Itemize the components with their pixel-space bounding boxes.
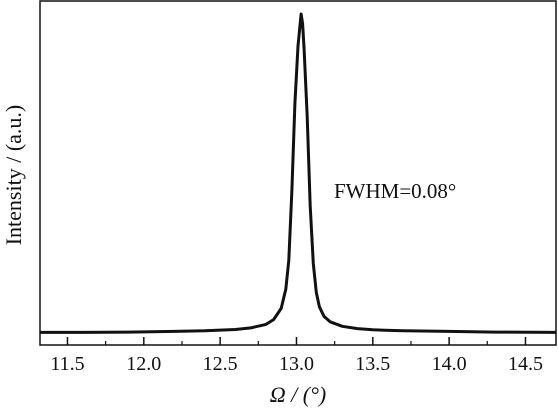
x-tick-label-5: 14.0 [432,353,467,375]
y-axis-label: Intensity / (a.u.) [1,105,26,246]
x-axis-label: Ω / (°) [270,382,326,407]
x-tick-label-0: 11.5 [50,353,84,375]
series-line [40,12,557,334]
x-ticks [66,337,527,345]
fwhm-annotation: FWHM=0.08° [334,179,456,203]
x-tick-labels: 11.5 12.0 12.5 13.0 13.5 14.0 14.5 [50,353,543,375]
x-tick-label-3: 13.0 [279,353,314,375]
plot-frame [39,0,557,346]
x-tick-label-4: 13.5 [355,353,390,375]
x-tick-label-2: 12.5 [203,353,238,375]
x-tick-label-6: 14.5 [508,353,543,375]
x-tick-label-1: 12.0 [126,353,161,375]
